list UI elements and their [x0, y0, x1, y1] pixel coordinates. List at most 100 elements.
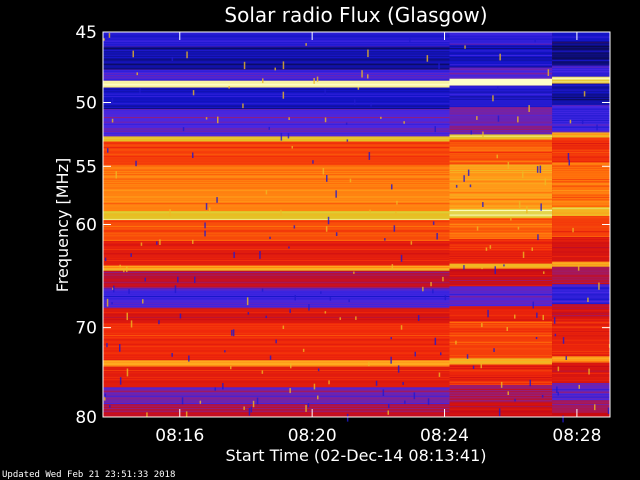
heatmap-texture — [449, 201, 553, 203]
heatmap-texture — [449, 121, 553, 123]
y-axis: 45 50 55 60 70 80 — [75, 23, 610, 428]
heatmap-texture — [552, 115, 610, 117]
heatmap-speckle — [290, 363, 292, 369]
heatmap-texture — [103, 246, 450, 248]
heatmap-speckle — [547, 69, 550, 76]
heatmap-speckle — [259, 251, 261, 259]
heatmap-texture — [103, 244, 450, 246]
heatmap-speckle — [324, 117, 327, 123]
heatmap-texture — [103, 35, 450, 37]
heatmap-texture — [103, 242, 450, 244]
heatmap-speckle — [113, 285, 115, 293]
heatmap-texture — [552, 391, 610, 393]
heatmap-speckle — [205, 117, 208, 120]
heatmap-texture — [552, 221, 610, 223]
heatmap-texture — [552, 113, 610, 115]
heatmap-texture — [449, 298, 553, 300]
heatmap-speckle — [536, 166, 539, 173]
heatmap-speckle — [186, 51, 188, 59]
heatmap-speckle — [492, 95, 494, 102]
heatmap-texture — [103, 203, 450, 205]
heatmap-texture — [449, 350, 553, 352]
heatmap-texture — [449, 258, 553, 259]
heatmap-speckle — [119, 344, 121, 352]
heatmap-texture — [103, 100, 450, 102]
x-tick-label: 08:24 — [420, 426, 469, 446]
heatmap-speckle — [463, 175, 465, 182]
heatmap-texture — [103, 108, 450, 109]
heatmap-band — [449, 164, 553, 209]
heatmap-speckle — [380, 116, 382, 119]
heatmap-texture — [552, 348, 610, 350]
heatmap-speckle — [577, 265, 580, 271]
heatmap-texture — [552, 68, 610, 70]
heatmap-texture — [449, 300, 553, 302]
heatmap-texture — [449, 314, 553, 316]
heatmap-speckle — [400, 254, 403, 262]
heatmap-texture — [103, 232, 450, 234]
heatmap-texture — [552, 158, 610, 160]
heatmap-speckle — [391, 264, 394, 270]
heatmap-speckle — [607, 407, 610, 414]
heatmap-texture — [449, 196, 553, 198]
heatmap-texture — [449, 374, 553, 376]
heatmap-texture — [103, 50, 450, 52]
heatmap-speckle — [384, 238, 386, 241]
heatmap-texture — [103, 408, 450, 410]
heatmap-texture — [552, 96, 610, 98]
heatmap-texture — [552, 411, 610, 413]
heatmap-texture — [449, 230, 553, 232]
heatmap-speckle — [345, 122, 348, 125]
y-axis-title: Frequency [MHz] — [53, 158, 72, 292]
heatmap-texture — [449, 77, 553, 79]
heatmap-speckle — [432, 221, 435, 225]
heatmap-texture — [449, 319, 553, 321]
heatmap-texture — [103, 291, 450, 293]
heatmap-speckle — [463, 265, 465, 270]
heatmap-texture — [449, 339, 553, 341]
heatmap-texture — [552, 64, 610, 66]
heatmap-texture — [552, 53, 610, 54]
heatmap-speckle — [355, 316, 357, 320]
heatmap-texture — [449, 86, 553, 88]
heatmap-speckle — [542, 314, 544, 321]
heatmap-texture — [552, 163, 610, 165]
heatmap-texture — [103, 47, 450, 49]
heatmap-speckle — [112, 287, 114, 290]
heatmap-texture — [552, 379, 610, 381]
heatmap-texture — [552, 242, 610, 244]
heatmap-speckle — [243, 406, 245, 410]
heatmap-texture — [449, 270, 553, 272]
heatmap-speckle — [174, 285, 177, 294]
heatmap-texture — [552, 235, 610, 237]
heatmap-texture — [103, 214, 450, 216]
heatmap-texture — [449, 117, 553, 119]
heatmap-speckle — [126, 266, 128, 273]
heatmap-speckle — [349, 178, 352, 183]
heatmap-texture — [552, 108, 610, 110]
heatmap-speckle — [543, 271, 545, 274]
heatmap-texture — [103, 332, 450, 334]
heatmap-texture — [449, 33, 553, 35]
heatmap-texture — [103, 162, 450, 164]
heatmap-speckle — [442, 276, 444, 282]
heatmap-texture — [552, 194, 610, 196]
heatmap-texture — [449, 359, 553, 361]
heatmap-texture — [103, 91, 450, 93]
heatmap-texture — [449, 383, 553, 385]
heatmap-texture — [552, 247, 610, 249]
heatmap-speckle — [269, 236, 271, 240]
heatmap-texture — [449, 294, 553, 295]
heatmap-speckle — [390, 356, 392, 364]
heatmap-texture — [103, 343, 450, 345]
heatmap-texture — [103, 348, 450, 350]
heatmap-texture — [552, 324, 610, 326]
heatmap-texture — [103, 153, 450, 155]
heatmap-texture — [552, 57, 610, 59]
heatmap-texture — [449, 108, 553, 110]
heatmap-speckle — [230, 366, 232, 370]
heatmap-band — [103, 80, 450, 88]
heatmap-texture — [449, 110, 553, 112]
heatmap-texture — [103, 272, 450, 274]
